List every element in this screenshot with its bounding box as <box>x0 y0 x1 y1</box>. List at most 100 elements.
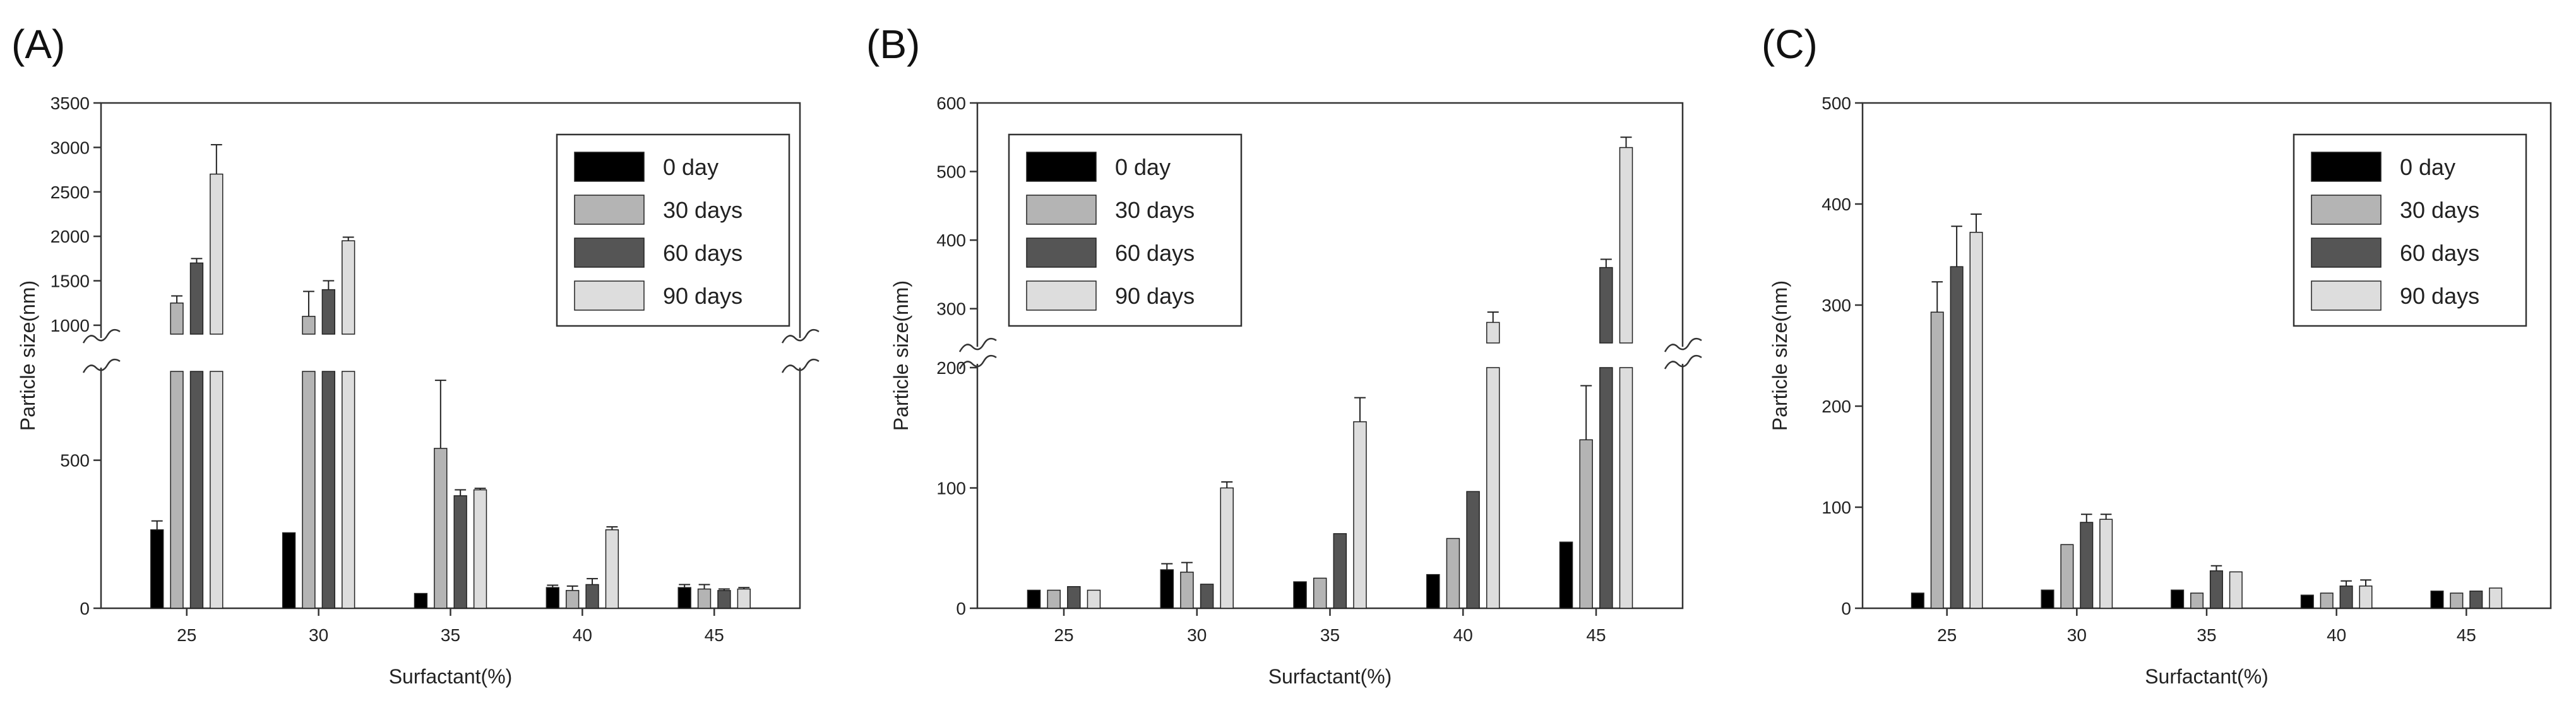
bar-lower-90-days <box>1486 367 1500 609</box>
x-axis-title: Surfactant(%) <box>389 665 513 688</box>
bar-0-day <box>414 592 428 609</box>
bar-60-days <box>453 495 467 609</box>
legend-swatch <box>574 280 645 311</box>
y-tick-label: 0 <box>956 599 966 618</box>
panel-c: (C) 0 100 200 300 400 500 25 30 35 40 45 Surfactant(… <box>1762 21 2552 688</box>
bar-60-days <box>2080 522 2094 609</box>
bar-90-days <box>1220 487 1234 609</box>
x-tick-label: 25 <box>1054 625 1073 645</box>
bar-90-days <box>1969 232 1983 609</box>
y-tick-label: 100 <box>1822 498 1851 517</box>
bar-30-days <box>1180 572 1194 609</box>
y-tick-label: 300 <box>936 299 966 319</box>
right-axis-break-gap <box>1679 347 1686 364</box>
axis-break-mark <box>82 358 121 373</box>
bar-lower-90-days <box>342 371 355 609</box>
y-axis-title: Particle size(nm) <box>1768 280 1791 431</box>
bar-upper-60-days <box>1599 267 1613 344</box>
bar-90-days <box>2489 587 2503 609</box>
bar-30-days <box>2450 592 2464 609</box>
x-tick-label: 40 <box>1453 625 1473 645</box>
bar-30-days <box>1446 538 1460 609</box>
bar-0-day <box>2430 591 2444 609</box>
bar-30-days <box>434 448 448 609</box>
legend-label: 30 days <box>663 197 742 223</box>
bar-upper-90-days <box>1486 321 1500 344</box>
x-tick-label: 35 <box>1320 625 1340 645</box>
y-tick-label: 3500 <box>51 93 90 113</box>
bar-0-day <box>1559 541 1573 609</box>
bar-lower-60-days <box>1599 367 1613 609</box>
y-tick-label: 300 <box>1822 296 1851 315</box>
bar-60-days <box>1333 533 1347 609</box>
y-tick-label: 1500 <box>51 272 90 291</box>
y-tick-label: 2000 <box>51 227 90 246</box>
bar-upper-60-days <box>321 289 335 335</box>
x-tick-label: 45 <box>1586 625 1606 645</box>
legend-label: 90 days <box>2400 283 2479 309</box>
bar-60-days <box>2469 591 2483 609</box>
y-tick-label: 600 <box>936 93 966 113</box>
left-axis-break-gap <box>974 347 981 364</box>
bar-0-day <box>1027 589 1041 609</box>
bar-0-day <box>150 529 164 609</box>
bar-upper-60-days <box>189 262 204 335</box>
bar-0-day <box>546 587 559 609</box>
legend-label: 0 day <box>663 154 719 180</box>
axis-break-mark <box>958 354 997 370</box>
bar-0-day <box>2041 589 2054 609</box>
legend-swatch <box>574 237 645 268</box>
legend: 0 day 30 days 60 days 90 days <box>556 133 790 327</box>
bar-30-days <box>1313 577 1327 609</box>
bar-90-days <box>473 489 487 609</box>
bar-30-days <box>1579 439 1593 609</box>
axis-break-mark <box>958 337 997 352</box>
legend-label: 30 days <box>1115 197 1195 223</box>
bar-30-days <box>1047 589 1061 609</box>
x-axis-title: Surfactant(%) <box>1268 665 1392 688</box>
right-axis-break-gap <box>796 338 804 368</box>
bar-0-day <box>1911 592 1924 609</box>
bar-upper-90-days <box>1619 147 1633 344</box>
x-tick-label: 45 <box>2457 625 2476 645</box>
bar-30-days <box>697 588 712 609</box>
x-tick-label: 25 <box>177 625 196 645</box>
bar-60-days <box>717 590 731 609</box>
y-tick-label: 500 <box>936 162 966 182</box>
x-axis-title: Surfactant(%) <box>2145 665 2269 688</box>
y-tick-label: 3000 <box>51 138 90 157</box>
bar-upper-90-days <box>210 173 224 335</box>
bar-30-days <box>1930 311 1944 609</box>
x-tick-label: 35 <box>2197 625 2216 645</box>
bar-0-day <box>1160 569 1174 609</box>
x-tick-label: 40 <box>573 625 592 645</box>
axis-break-mark <box>781 358 820 373</box>
y-tick-label: 400 <box>1822 195 1851 214</box>
bar-90-days <box>2359 586 2373 609</box>
bar-90-days <box>605 529 619 609</box>
bar-30-days <box>2190 592 2204 609</box>
legend: 0 day 30 days 60 days 90 days <box>1008 133 1243 327</box>
bar-90-days <box>2229 571 2243 609</box>
bar-60-days <box>585 584 599 609</box>
y-tick-label: 200 <box>1822 397 1851 416</box>
bar-0-day <box>1426 574 1440 609</box>
legend-label: 90 days <box>1115 283 1195 309</box>
bar-0-day <box>677 587 691 609</box>
legend-swatch <box>1026 280 1097 311</box>
y-tick-label: 0 <box>1841 599 1851 618</box>
bar-60-days <box>1950 266 1964 609</box>
bar-90-days <box>2099 519 2113 609</box>
legend-label: 60 days <box>663 240 742 266</box>
legend-swatch <box>574 195 645 225</box>
bar-lower-90-days <box>210 371 224 609</box>
panel-label: (A) <box>11 21 65 67</box>
y-tick-label: 100 <box>936 479 966 498</box>
bar-upper-30-days <box>170 302 184 335</box>
bar-30-days <box>2060 544 2074 609</box>
bar-0-day <box>2171 589 2185 609</box>
x-tick-label: 25 <box>1937 625 1957 645</box>
y-tick-label: 0 <box>80 599 90 618</box>
legend-label: 60 days <box>1115 240 1195 266</box>
